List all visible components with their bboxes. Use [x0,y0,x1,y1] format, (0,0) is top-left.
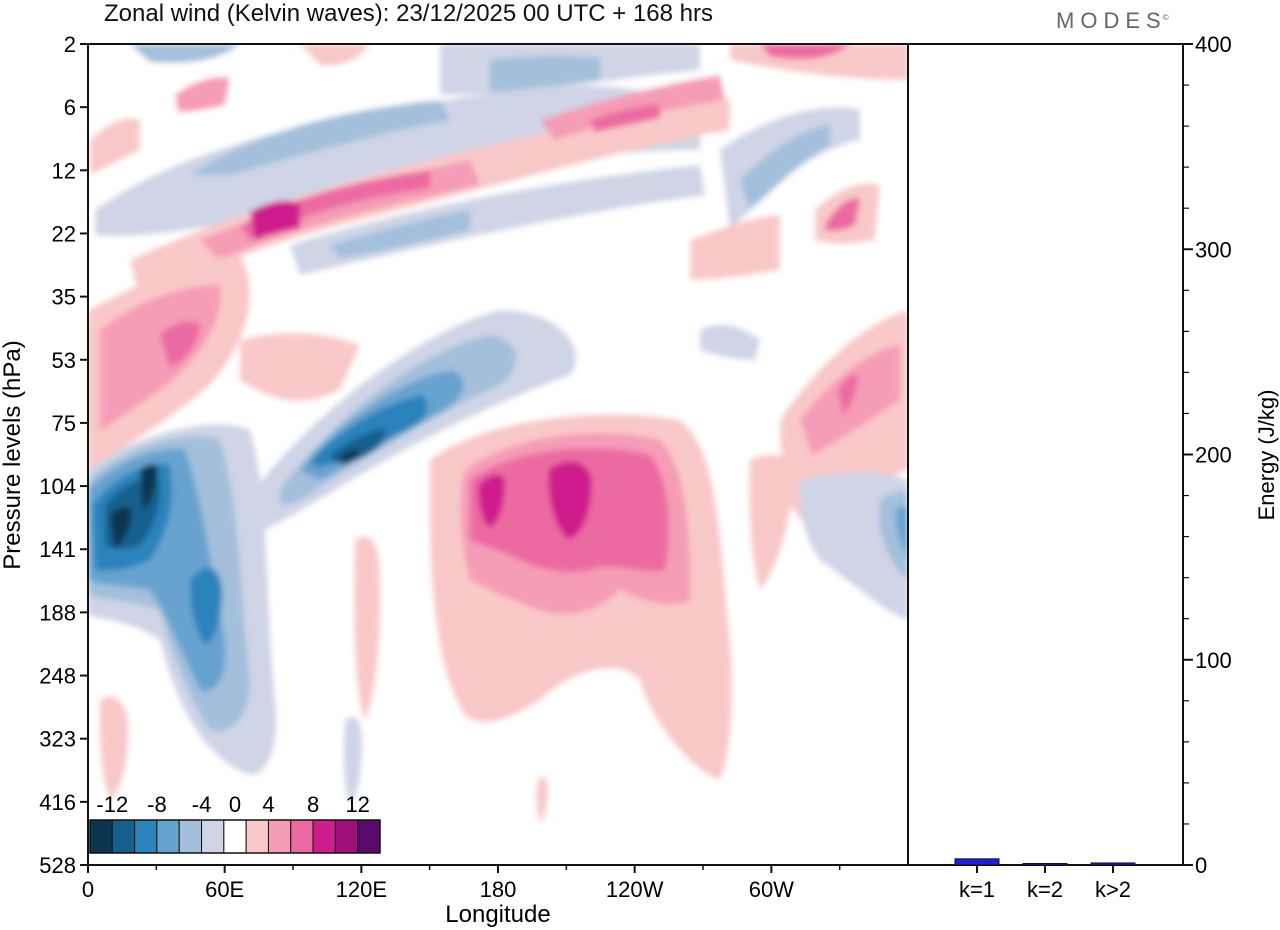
colorbar-swatch [134,819,158,854]
x-axis: 0 60E 120E 180 120W 60W [82,865,841,902]
x-tick-label: 180 [480,877,517,902]
y-tick-label: 12 [52,158,76,183]
heatmap-contour-middle-negative [240,310,577,540]
y-tick-label: 2 [64,32,76,57]
energy-bar-k>2 [1090,862,1136,866]
y-tick-label: 75 [52,411,76,436]
energy-axis-label: Energy (J/kg) [1254,390,1279,521]
heatmap-contour-right [700,310,908,620]
x-tick-label: 0 [82,877,94,902]
colorbar-label: -8 [147,792,167,817]
y-axis-label: Pressure levels (hPa) [0,340,26,569]
colorbar-swatch [223,819,247,854]
colorbar-swatch [245,819,269,854]
energy-tick-label: 400 [1195,32,1232,57]
chart-title: Zonal wind (Kelvin waves): 23/12/2025 00… [104,0,713,27]
colorbar-swatch [89,819,113,854]
y-tick-label: 6 [64,95,76,120]
colorbar-swatch [334,819,359,854]
x-tick-label: 120W [606,877,664,902]
heatmap-contour-upper-positive [90,44,908,300]
colorbar-swatch [267,819,292,854]
y-tick-label: 416 [39,790,76,815]
bar-category-label: k=2 [1027,877,1063,902]
energy-bar-k=2 [1022,863,1068,866]
heatmap-contour-central-positive [353,414,732,780]
x-tick-label: 60E [205,877,244,902]
brand-mark: © [1162,12,1169,22]
x-tick-label: 120E [336,877,387,902]
colorbar-swatch [201,819,225,854]
heatmap-contour-left-positive [88,255,360,470]
bar-category-label: k>2 [1095,877,1131,902]
y-tick-label: 22 [52,221,76,246]
colorbar-swatch [178,819,203,854]
bar-category-label: k=1 [959,877,995,902]
y-tick-label: 248 [39,664,76,689]
x-axis-label: Longitude [445,901,550,928]
y-axis: 2 6 12 22 35 53 75 104 141 188 248 323 416 528 [39,32,88,878]
energy-tick-label: 200 [1195,443,1232,468]
brand-text: MODES [1056,8,1167,33]
heatmap-field [88,44,908,865]
energy-tick-label: 300 [1195,237,1232,262]
colorbar-label: -4 [192,792,212,817]
y-tick-label: 104 [39,474,76,499]
y-tick-label: 323 [39,727,76,752]
colorbar-swatch [156,819,180,854]
heatmap-contour-left-negative [88,424,277,775]
modes-logo: MODES© [1056,8,1169,34]
colorbar-swatch [111,819,136,854]
colorbar-label: -12 [96,792,128,817]
colorbar-label: 8 [307,792,319,817]
colorbar: -12 -8 -4 0 4 8 12 [89,792,381,854]
energy-panel-frame [907,43,1184,866]
colorbar-label: 12 [345,792,369,817]
colorbar-label: 4 [262,792,274,817]
energy-axis: 0 100 200 300 400 [1183,32,1232,878]
colorbar-swatch [357,819,381,854]
energy-bars: k=1 k=2 k>2 [954,858,1136,902]
x-tick-label: 60W [749,877,794,902]
y-tick-label: 528 [39,853,76,878]
heatmap-contour-lower-small [99,696,548,822]
colorbar-swatch [290,819,314,854]
y-tick-label: 188 [39,600,76,625]
energy-bar-k=1 [954,858,1000,866]
y-tick-label: 141 [39,537,76,562]
colorbar-swatch [312,819,336,854]
y-tick-label: 35 [52,285,76,310]
colorbar-label: 0 [229,792,241,817]
y-tick-label: 53 [52,348,76,373]
energy-tick-label: 0 [1195,853,1207,878]
energy-tick-label: 100 [1195,648,1232,673]
colorbar-frame [89,819,381,854]
